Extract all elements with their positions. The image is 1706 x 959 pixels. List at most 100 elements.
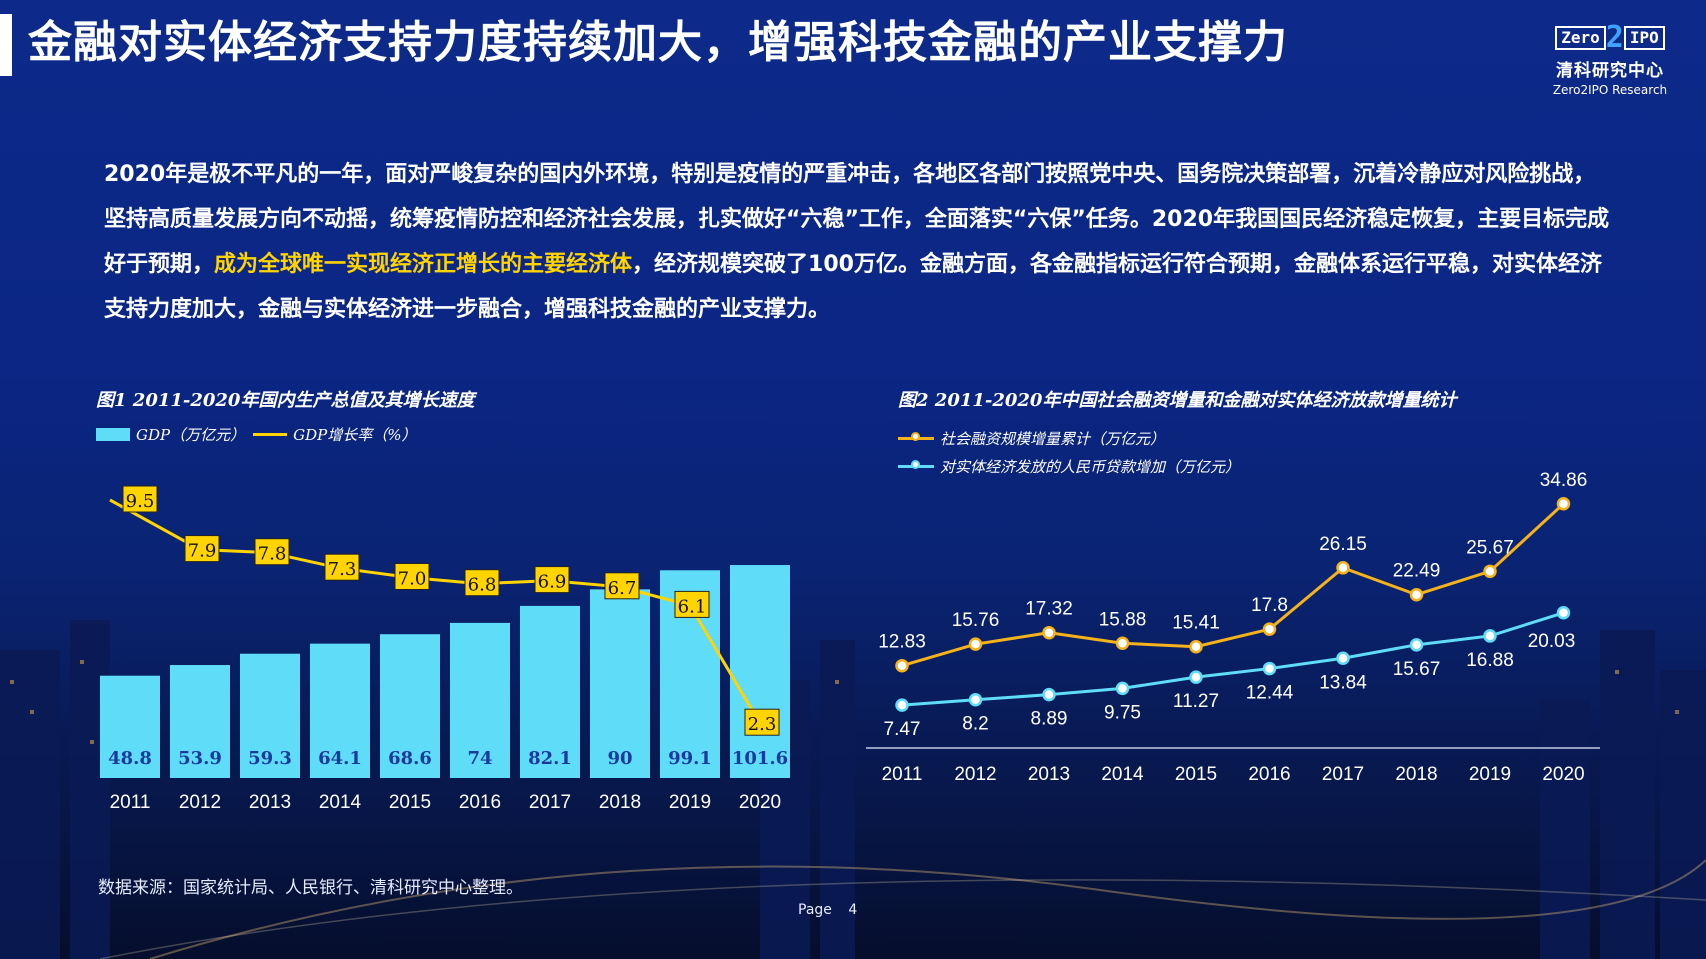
chart2-data-label-0-2020: 34.86: [1540, 470, 1588, 491]
chart2-x-tick-2013: 2013: [1028, 764, 1070, 785]
chart1-x-tick-2011: 2011: [110, 792, 151, 813]
chart2-series-line-0: [901, 502, 1565, 668]
chart1-x-tick-2019: 2019: [669, 792, 711, 813]
chart2-x-tick-2018: 2018: [1395, 764, 1437, 785]
chart2-data-label-1-2015: 11.27: [1173, 691, 1219, 712]
logo-en-name: Zero2IPO Research: [1552, 83, 1668, 97]
chart2-data-label-1-2014: 9.75: [1104, 702, 1141, 723]
gdp-bar-2015: [380, 634, 440, 778]
growth-label-box-2012: [184, 535, 220, 563]
chart2-data-label-0-2019: 25.67: [1466, 537, 1514, 558]
gdp-bar-label-2014: 64.1: [318, 748, 362, 769]
legend-gdp-swatch: [96, 428, 130, 441]
growth-label-box-2014: [324, 553, 360, 581]
gdp-bar-2012: [170, 665, 230, 778]
legend-growth-label: GDP增长率（%）: [293, 426, 417, 444]
chart1-x-tick-2015: 2015: [389, 792, 431, 813]
chart2-data-label-1-2013: 8.89: [1031, 709, 1068, 730]
chart2-point-1-2016: [1262, 661, 1277, 676]
chart2-point-1-2012: [968, 692, 983, 707]
gdp-bar-2011: [100, 675, 160, 778]
chart2-data-label-0-2011: 12.83: [878, 632, 926, 653]
growth-label-2017: 6.9: [538, 572, 567, 593]
chart2-data-label-1-2017: 13.84: [1319, 672, 1367, 693]
chart2-x-tick-2020: 2020: [1542, 764, 1584, 785]
legend-rmb-loans-swatch: [898, 460, 934, 469]
title-accent-bar: [0, 14, 12, 76]
chart2-title: 图2 2011-2020年中国社会融资增量和金融对实体经济放款增量统计: [898, 390, 1457, 411]
chart2-point-0-2017: [1336, 561, 1350, 575]
chart2-data-label-0-2017: 26.15: [1319, 534, 1367, 555]
data-source-note: 数据来源：国家统计局、人民银行、清科研究中心整理。: [98, 878, 523, 898]
chart2-point-1-2011: [895, 698, 909, 712]
page-label: Page: [798, 902, 832, 918]
growth-label-2018: 6.7: [608, 578, 637, 599]
chart2-data-label-0-2014: 15.88: [1099, 609, 1147, 630]
chart2-point-0-2014: [1115, 636, 1130, 651]
chart2-point-0-2011: [895, 658, 909, 673]
chart2-x-tick-2019: 2019: [1469, 764, 1511, 785]
legend-social-financing-label: 社会融资规模增量累计（万亿元）: [940, 430, 1166, 448]
legend-growth-swatch: [253, 433, 288, 436]
chart2-point-0-2015: [1189, 639, 1203, 654]
logo-ipo: IPO: [1623, 26, 1665, 50]
chart2-x-tick-2014: 2014: [1101, 764, 1144, 785]
chart2-data-label-1-2019: 16.88: [1466, 650, 1514, 671]
chart2-point-0-2013: [1042, 625, 1056, 640]
growth-label-box-2011: [122, 485, 158, 513]
chart2-x-tick-2015: 2015: [1175, 764, 1217, 785]
logo-two: 2: [1605, 20, 1624, 55]
growth-label-2014: 7.3: [328, 559, 357, 580]
chart2-point-1-2020: [1556, 606, 1571, 620]
chart2-point-1-2015: [1189, 670, 1203, 684]
chart2-data-label-1-2020: 20.03: [1528, 631, 1576, 652]
gdp-bar-label-2020: 101.6: [732, 748, 788, 769]
legend-rmb-loans-label: 对实体经济发放的人民币贷款增加（万亿元）: [940, 458, 1241, 476]
chart1-x-tick-2016: 2016: [459, 792, 501, 813]
gdp-bar-2020: [730, 565, 790, 778]
gdp-combo-chart: 48.8 2011 53.9 2012 59.3 2013 64.1 2014 68.6 2015…: [100, 485, 790, 813]
gdp-growth-line: [109, 498, 762, 724]
growth-label-2013: 7.8: [258, 544, 287, 565]
growth-label-box-2016: [464, 569, 500, 597]
chart1-x-tick-2017: 2017: [529, 792, 571, 813]
brand-logo: Zero 2 IPO 清科研究中心 Zero2IPO Research: [1540, 20, 1680, 98]
chart2-data-label-1-2012: 8.2: [962, 714, 988, 735]
chart2-x-tick-2016: 2016: [1248, 764, 1290, 785]
growth-label-2016: 6.8: [468, 575, 497, 596]
summary-text-before: 2020年是极不平凡的一年，面对严峻复杂的国内外环境，特别是疫情的严重冲击，各地…: [104, 162, 1610, 277]
growth-label-box-2015: [394, 563, 430, 590]
logo-cn-name: 清科研究中心: [1556, 61, 1664, 81]
gdp-bar-label-2011: 48.8: [108, 748, 152, 769]
chart1-x-tick-2014: 2014: [319, 792, 362, 813]
growth-label-box-2017: [534, 566, 570, 594]
chart1-legend: GDP（万亿元） GDP增长率（%）: [96, 424, 416, 445]
gdp-bar-2013: [240, 653, 300, 778]
chart2-point-1-2014: [1115, 681, 1130, 696]
gdp-bar-label-2018: 90: [607, 748, 632, 769]
chart2-x-tick-2011: 2011: [882, 764, 923, 785]
chart2-point-0-2016: [1262, 622, 1277, 636]
logo-zero: Zero: [1555, 26, 1606, 50]
chart1-x-tick-2018: 2018: [599, 792, 641, 813]
chart1-x-tick-2012: 2012: [179, 792, 221, 813]
chart2-point-1-2017: [1336, 651, 1350, 666]
logo-mark: Zero 2 IPO: [1555, 20, 1665, 55]
summary-paragraph: 2020年是极不平凡的一年，面对严峻复杂的国内外环境，特别是疫情的严重冲击，各地…: [104, 152, 1614, 332]
chart2-data-label-0-2018: 22.49: [1393, 561, 1441, 582]
gdp-bar-2017: [520, 605, 580, 778]
chart1-x-tick-2020: 2020: [739, 792, 781, 813]
growth-label-box-2019: [674, 590, 710, 618]
chart2-point-0-2012: [968, 637, 983, 651]
chart2-point-1-2018: [1409, 638, 1424, 652]
growth-label-box-2013: [254, 538, 290, 566]
chart2-x-tick-2017: 2017: [1322, 764, 1364, 785]
chart2-data-label-1-2011: 7.47: [884, 719, 921, 740]
page-title: 金融对实体经济支持力度持续加大，增强科技金融的产业支撑力: [28, 17, 1288, 68]
gdp-bar-label-2019: 99.1: [668, 748, 712, 769]
growth-label-2015: 7.0: [398, 569, 427, 590]
growth-label-box-2018: [604, 572, 640, 600]
growth-label-2019: 6.1: [678, 596, 707, 617]
chart2-data-label-0-2012: 15.76: [952, 610, 1000, 631]
summary-text-after: ，经济规模突破了100万亿。金融方面，各金融指标运行符合预期，金融体系运行平稳，…: [104, 252, 1602, 322]
